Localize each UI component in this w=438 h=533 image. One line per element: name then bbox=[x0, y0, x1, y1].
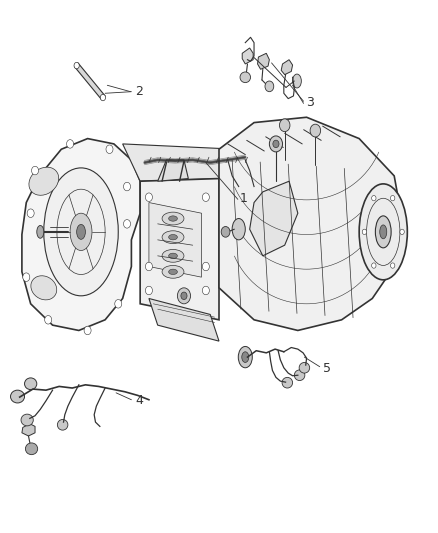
Ellipse shape bbox=[265, 81, 274, 92]
Ellipse shape bbox=[294, 370, 305, 381]
Ellipse shape bbox=[202, 262, 209, 271]
Ellipse shape bbox=[359, 184, 407, 280]
Ellipse shape bbox=[221, 227, 230, 237]
Polygon shape bbox=[149, 203, 201, 277]
Ellipse shape bbox=[23, 273, 30, 281]
Polygon shape bbox=[242, 48, 253, 64]
Text: 4: 4 bbox=[135, 394, 143, 407]
Ellipse shape bbox=[169, 253, 177, 259]
Ellipse shape bbox=[25, 378, 37, 390]
Ellipse shape bbox=[162, 249, 184, 262]
Ellipse shape bbox=[202, 193, 209, 201]
Ellipse shape bbox=[57, 419, 68, 430]
Ellipse shape bbox=[181, 292, 187, 300]
Ellipse shape bbox=[124, 182, 131, 191]
Ellipse shape bbox=[162, 231, 184, 244]
Ellipse shape bbox=[67, 140, 74, 148]
Ellipse shape bbox=[400, 229, 404, 235]
Ellipse shape bbox=[145, 262, 152, 271]
Ellipse shape bbox=[25, 443, 38, 455]
Ellipse shape bbox=[11, 390, 25, 403]
Ellipse shape bbox=[240, 72, 251, 83]
Ellipse shape bbox=[145, 193, 152, 201]
Ellipse shape bbox=[169, 269, 177, 274]
Text: 3: 3 bbox=[306, 96, 314, 109]
Polygon shape bbox=[140, 179, 219, 320]
Ellipse shape bbox=[269, 136, 283, 152]
Ellipse shape bbox=[273, 140, 279, 148]
Ellipse shape bbox=[37, 225, 44, 238]
Text: 5: 5 bbox=[323, 362, 331, 375]
Ellipse shape bbox=[242, 352, 249, 362]
Ellipse shape bbox=[371, 196, 376, 201]
Ellipse shape bbox=[299, 362, 310, 373]
Ellipse shape bbox=[74, 62, 79, 69]
Ellipse shape bbox=[310, 124, 321, 137]
Polygon shape bbox=[281, 60, 293, 75]
Ellipse shape bbox=[390, 196, 395, 201]
Text: 2: 2 bbox=[135, 85, 143, 98]
Ellipse shape bbox=[32, 166, 39, 175]
Ellipse shape bbox=[202, 286, 209, 295]
Ellipse shape bbox=[21, 414, 33, 426]
Polygon shape bbox=[219, 117, 403, 330]
Ellipse shape bbox=[380, 225, 387, 239]
Ellipse shape bbox=[177, 288, 191, 304]
Polygon shape bbox=[22, 424, 35, 436]
Ellipse shape bbox=[293, 74, 301, 88]
Ellipse shape bbox=[238, 346, 252, 368]
Ellipse shape bbox=[29, 167, 59, 195]
Ellipse shape bbox=[371, 263, 376, 268]
Ellipse shape bbox=[84, 326, 91, 335]
Polygon shape bbox=[149, 298, 219, 341]
Ellipse shape bbox=[70, 213, 92, 251]
Ellipse shape bbox=[27, 209, 34, 217]
Polygon shape bbox=[158, 160, 188, 181]
Ellipse shape bbox=[362, 229, 367, 235]
Ellipse shape bbox=[162, 265, 184, 278]
Text: 1: 1 bbox=[240, 192, 248, 205]
Ellipse shape bbox=[145, 286, 152, 295]
Ellipse shape bbox=[169, 216, 177, 221]
Ellipse shape bbox=[169, 235, 177, 240]
Ellipse shape bbox=[31, 276, 57, 300]
Ellipse shape bbox=[162, 212, 184, 225]
Polygon shape bbox=[258, 53, 269, 69]
Ellipse shape bbox=[100, 94, 106, 101]
Polygon shape bbox=[74, 63, 105, 100]
Ellipse shape bbox=[45, 316, 52, 324]
Ellipse shape bbox=[279, 119, 290, 132]
Polygon shape bbox=[123, 144, 237, 181]
Ellipse shape bbox=[124, 220, 131, 228]
Ellipse shape bbox=[282, 377, 293, 388]
Ellipse shape bbox=[375, 216, 391, 248]
Ellipse shape bbox=[106, 145, 113, 154]
Polygon shape bbox=[250, 181, 298, 256]
Polygon shape bbox=[22, 139, 140, 330]
Ellipse shape bbox=[390, 263, 395, 268]
Ellipse shape bbox=[115, 300, 122, 308]
Ellipse shape bbox=[77, 224, 85, 239]
Ellipse shape bbox=[232, 219, 245, 240]
Ellipse shape bbox=[44, 168, 118, 296]
